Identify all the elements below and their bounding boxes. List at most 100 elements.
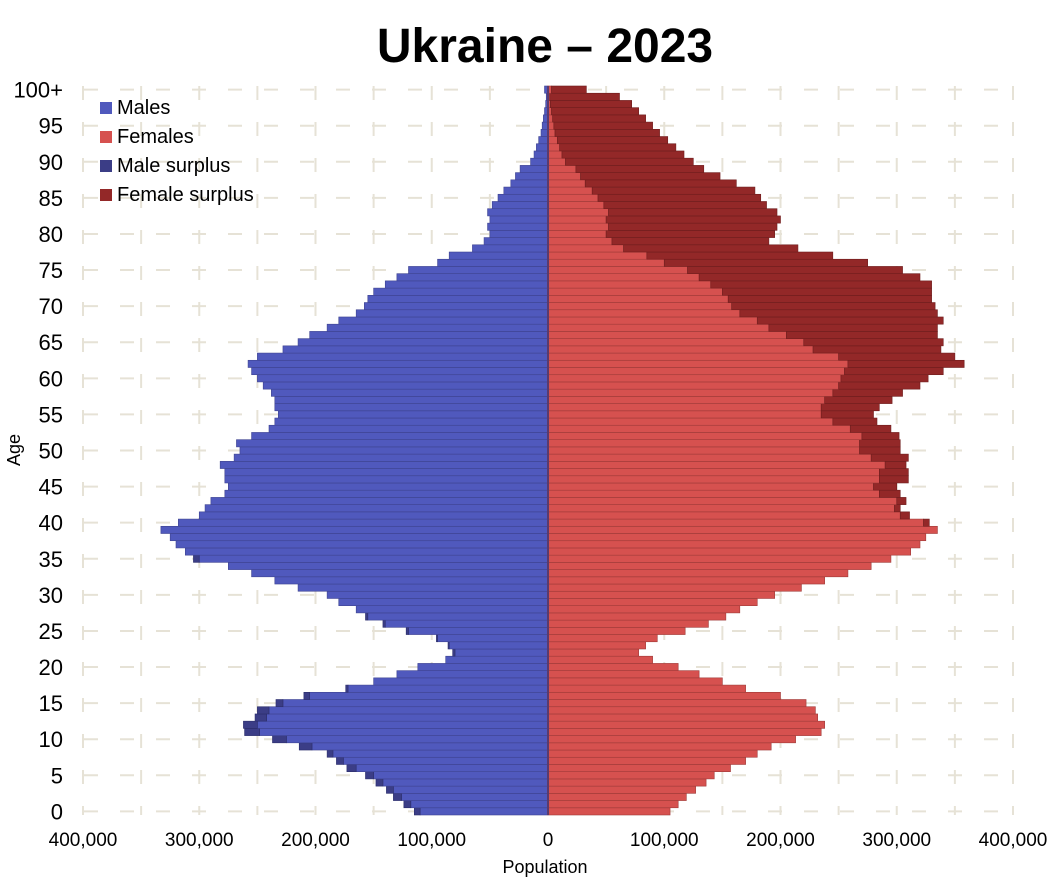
bar-males: [210, 497, 549, 505]
bar-females: [547, 251, 648, 260]
bar-female-surplus: [552, 114, 646, 123]
y-tick-label: 50: [39, 439, 63, 464]
bar-females: [547, 345, 814, 354]
bar-females: [547, 800, 679, 809]
bar-female-surplus: [556, 136, 669, 145]
bar-female-surplus: [565, 157, 694, 166]
bar-males: [239, 446, 549, 455]
bar-females: [547, 453, 872, 462]
y-tick-label: 5: [51, 763, 63, 788]
bar-males: [530, 157, 549, 166]
bar-males: [364, 302, 549, 311]
bar-females: [547, 446, 860, 455]
bar-male-surplus: [386, 785, 394, 794]
bar-female-surplus: [698, 273, 921, 282]
bar-male-surplus: [436, 634, 438, 643]
bar-males: [198, 554, 549, 563]
bar-males: [309, 331, 549, 339]
bar-females: [547, 749, 758, 758]
bar-male-surplus: [403, 800, 412, 809]
bar-females: [547, 410, 822, 419]
bar-females: [547, 266, 688, 274]
bar-females: [547, 482, 874, 491]
bar-males: [510, 179, 549, 188]
bar-female-surplus: [838, 381, 921, 390]
bar-male-surplus: [272, 735, 287, 744]
bar-females: [547, 316, 758, 325]
bar-males: [343, 756, 549, 765]
y-tick-label: 100+: [13, 78, 63, 103]
bar-female-surplus: [832, 417, 878, 426]
bar-female-surplus: [605, 215, 781, 224]
x-tick-label: 300,000: [862, 830, 931, 851]
bar-males: [417, 663, 549, 671]
y-tick-label: 20: [39, 655, 63, 680]
bar-male-surplus: [365, 612, 369, 621]
bar-male-surplus: [244, 728, 260, 736]
bar-females: [547, 179, 586, 188]
bar-males: [198, 511, 549, 520]
bar-males: [487, 222, 549, 231]
bar-females: [547, 627, 686, 635]
bar-females: [547, 388, 834, 397]
bar-females: [547, 287, 723, 296]
legend-swatch-females: [100, 131, 112, 143]
bar-females: [547, 468, 880, 477]
bar-females: [547, 590, 775, 599]
bar-female-surplus: [879, 468, 909, 477]
bar-males: [274, 396, 549, 404]
bar-males: [533, 150, 549, 159]
bar-males: [367, 612, 549, 621]
bar-males: [538, 136, 549, 145]
bar-males: [483, 237, 549, 246]
bar-males: [332, 749, 549, 758]
bar-females: [547, 706, 816, 715]
legend-label-males: Males: [117, 97, 170, 119]
x-tick-label: 0: [543, 830, 554, 851]
y-tick-label: 25: [39, 619, 63, 644]
bar-females: [547, 756, 746, 765]
bar-males: [491, 201, 549, 210]
bar-female-surplus: [803, 338, 944, 347]
bar-males: [236, 439, 549, 448]
bar-females: [547, 735, 796, 744]
bar-males: [233, 453, 549, 462]
y-tick-label: 55: [39, 402, 63, 427]
bar-males: [384, 280, 549, 289]
bar-male-surplus: [346, 764, 357, 772]
bar-males: [309, 691, 549, 700]
bar-females: [547, 359, 849, 368]
bar-females: [547, 136, 558, 145]
bar-females: [547, 764, 731, 772]
bar-females: [547, 424, 851, 433]
bar-females: [547, 670, 700, 679]
bar-female-surplus: [739, 309, 938, 318]
bar-females: [547, 778, 707, 787]
bar-female-surplus: [832, 388, 903, 397]
y-tick-label: 85: [39, 186, 63, 211]
bar-females: [547, 432, 863, 440]
bar-females: [547, 374, 842, 383]
bar-males: [224, 489, 549, 498]
bar-females: [547, 215, 607, 224]
bar-females: [547, 807, 671, 816]
bar-males: [282, 699, 549, 708]
legend-swatch-males: [100, 102, 112, 114]
bar-female-surplus: [849, 424, 892, 433]
bar-females: [547, 309, 741, 318]
bar-males: [419, 807, 549, 816]
bar-female-surplus: [551, 107, 639, 116]
bar-female-surplus: [820, 403, 880, 412]
bar-males: [282, 345, 549, 354]
bar-females: [547, 612, 727, 621]
bar-males: [228, 562, 549, 570]
bar-females: [547, 172, 581, 181]
bar-females: [547, 157, 566, 166]
bar-female-surplus: [824, 396, 893, 404]
bar-males: [251, 432, 549, 440]
bar-females: [547, 352, 839, 361]
bar-males: [373, 771, 549, 780]
bar-females: [547, 258, 665, 267]
bar-males: [497, 193, 549, 202]
